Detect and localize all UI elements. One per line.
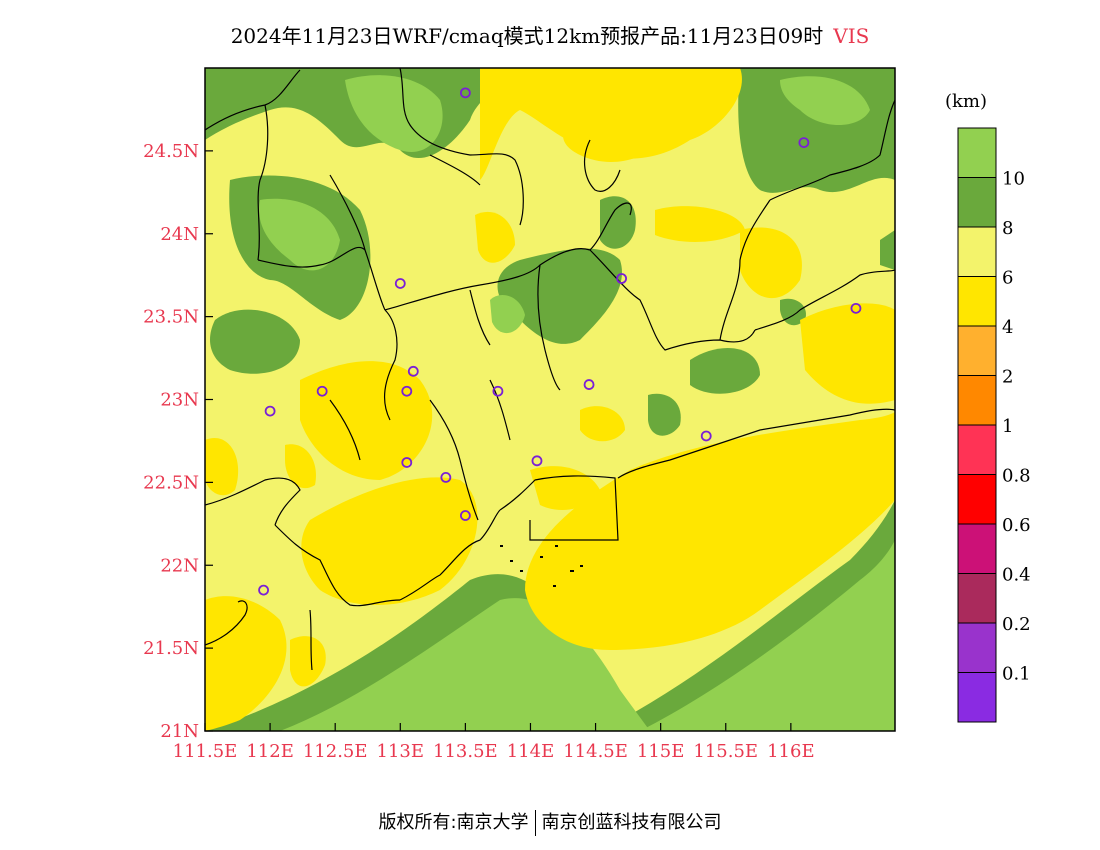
- lon-tick-label: 111.5E: [173, 741, 238, 762]
- colorbar-level-label: 0.8: [1002, 466, 1031, 487]
- colorbar-swatch: [957, 672, 997, 723]
- station-marker: [492, 385, 504, 397]
- lat-tick-label: 22.5N: [143, 472, 199, 493]
- colorbar-level-label: 6: [1002, 268, 1013, 289]
- station-marker: [616, 273, 628, 284]
- lat-tick-label: 24.5N: [143, 141, 199, 162]
- footer-right: 南京创蓝科技有限公司: [541, 812, 722, 833]
- title-variable: VIS: [833, 24, 870, 48]
- colorbar-level-label: 0.4: [1002, 565, 1031, 586]
- station-marker: [700, 430, 712, 442]
- lon-tick-label: 112.5E: [303, 741, 368, 762]
- footer-left: 版权所有:南京大学: [378, 812, 529, 833]
- lon-tick-label: 113E: [377, 741, 425, 762]
- colorbar-unit: (km): [945, 91, 987, 112]
- lat-tick-label: 23.5N: [143, 307, 199, 328]
- station-marker: [459, 510, 471, 521]
- colorbar-level-label: 0.2: [1002, 614, 1031, 635]
- colorbar-level-label: 4: [1002, 317, 1013, 338]
- longitude-axis: 111.5E 112E 112.5E 113E 113.5E 114E 114.5E 115E…: [173, 723, 815, 762]
- colorbar-level-label: 8: [1002, 218, 1013, 239]
- colorbar-level-label: 0.6: [1002, 515, 1031, 536]
- colorbar-level-label: 0.1: [1002, 664, 1031, 685]
- station-marker: [316, 385, 328, 397]
- station-marker: [401, 457, 413, 468]
- title-main: 2024年11月23日WRF/cmaq模式12km预报产品:11月23日09时: [230, 24, 824, 48]
- colorbar-level-label: 2: [1002, 367, 1013, 388]
- colorbar-swatch: [957, 523, 997, 574]
- lon-tick-label: 116E: [767, 741, 815, 762]
- colorbar-swatch: [957, 127, 997, 178]
- colorbar-swatch: [957, 424, 997, 475]
- lat-tick-label: 21N: [160, 721, 199, 742]
- copyright-footer: 版权所有:南京大学 南京创蓝科技有限公司: [0, 808, 1100, 836]
- lat-tick-label: 23N: [160, 390, 199, 411]
- colorbar-swatch: [957, 226, 997, 277]
- station-marker: [264, 405, 276, 417]
- colorbar: (km) 10 8 6 4 2 1 0.8 0.6 0.4 0.2 0.1: [945, 91, 1031, 723]
- colorbar-level-label: 10: [1002, 169, 1025, 190]
- lat-tick-label: 21.5N: [143, 638, 199, 659]
- lon-tick-label: 114E: [507, 741, 555, 762]
- colorbar-swatch: [957, 573, 997, 624]
- colorbar-swatch: [957, 325, 997, 376]
- station-marker: [394, 278, 406, 289]
- lon-tick-label: 115.5E: [693, 741, 758, 762]
- station-marker: [407, 365, 419, 377]
- lon-tick-label: 115E: [637, 741, 685, 762]
- visibility-field: [205, 68, 895, 731]
- station-marker: [531, 455, 543, 467]
- colorbar-swatch: [957, 474, 997, 525]
- footer-separator: [534, 810, 536, 836]
- colorbar-swatch: [957, 622, 997, 673]
- colorbar-swatch: [957, 177, 997, 228]
- station-markers: [258, 87, 862, 596]
- latitude-axis: 21N 21.5N 22N 22.5N 23N 23.5N 24N 24.5N: [143, 141, 213, 742]
- lon-tick-label: 114.5E: [563, 741, 628, 762]
- map-title: 2024年11月23日WRF/cmaq模式12km预报产品:11月23日09时 V…: [0, 20, 1100, 49]
- lon-tick-label: 112E: [246, 741, 294, 762]
- colorbar-level-label: 1: [1002, 416, 1013, 437]
- colorbar-swatch: [957, 276, 997, 327]
- station-marker: [850, 302, 862, 314]
- station-marker: [440, 472, 452, 483]
- station-marker: [401, 385, 413, 397]
- station-marker: [459, 87, 471, 99]
- station-marker: [583, 379, 595, 390]
- lon-tick-label: 113.5E: [433, 741, 498, 762]
- station-marker: [798, 137, 810, 148]
- lat-tick-label: 22N: [160, 555, 199, 576]
- colorbar-swatch: [957, 375, 997, 426]
- station-marker: [258, 584, 269, 596]
- lat-tick-label: 24N: [160, 224, 199, 245]
